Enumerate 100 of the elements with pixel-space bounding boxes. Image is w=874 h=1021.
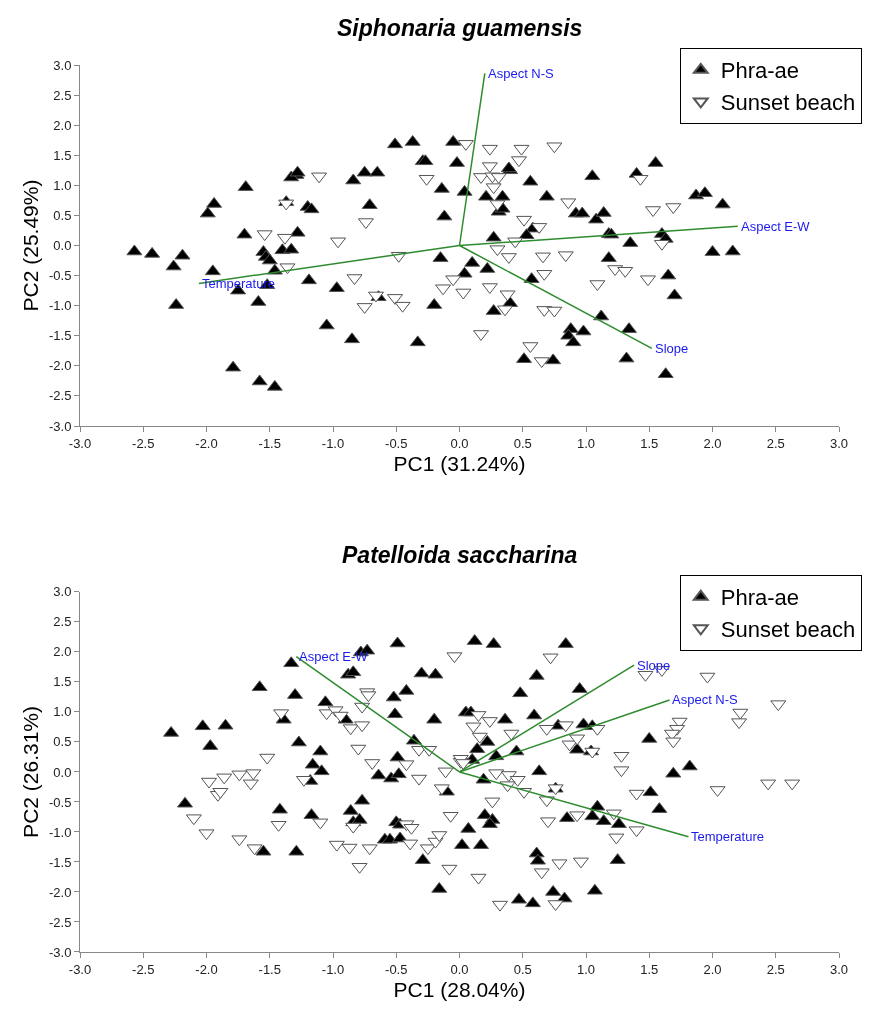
y-tick-label: -1.5 (48, 328, 72, 344)
legend-label: Sunset beach (720, 89, 856, 115)
point (546, 306, 563, 318)
point (455, 288, 472, 300)
chart-title: Patelloida saccharina (342, 542, 578, 568)
x-tick-label: 3.0 (829, 961, 849, 977)
y-tick-label: -1.5 (48, 854, 72, 870)
point (481, 162, 498, 174)
annotation: Slope (637, 658, 671, 673)
x-tick-label: -0.5 (385, 435, 408, 451)
y-tick-label: -0.5 (48, 268, 72, 284)
x-tick-label: 2.0 (703, 961, 722, 977)
point (534, 252, 551, 264)
y-tick-label: 1.5 (53, 147, 72, 163)
x-tick-label: 1.5 (640, 435, 659, 451)
point (481, 144, 498, 156)
y-tick-label: -3.0 (48, 944, 72, 960)
y-tick-label: -0.5 (48, 794, 72, 810)
x-tick-label: 0.0 (450, 961, 469, 977)
annotation: Aspect E-W (741, 219, 811, 234)
annotation: Slope (655, 341, 689, 356)
x-tick-label: 3.0 (829, 435, 849, 451)
point (560, 198, 577, 210)
point (513, 144, 530, 156)
point (639, 275, 656, 287)
point (645, 206, 662, 218)
legend-label: Phra-ae (720, 585, 800, 611)
x-tick-label: 0.5 (513, 435, 532, 451)
y-tick-label: -1.0 (48, 824, 72, 840)
y-tick-label: 0.0 (53, 764, 72, 780)
x-axis-title: PC1 (31.24%) (393, 451, 526, 475)
y-tick-label: 1.0 (53, 704, 72, 720)
y-tick-label: 3.0 (53, 57, 72, 73)
legend-label: Phra-ae (720, 58, 800, 84)
y-tick-label: -3.0 (48, 418, 72, 434)
y-tick-label: -2.0 (48, 358, 72, 374)
y-tick-label: 2.5 (53, 614, 72, 630)
point (278, 199, 295, 211)
legend-label: Sunset beach (720, 616, 856, 642)
x-tick-label: -3.0 (68, 961, 92, 977)
point (279, 263, 296, 275)
point (394, 301, 411, 313)
x-tick-label: -1.5 (258, 435, 281, 451)
point (497, 305, 514, 317)
y-tick-label: 0.5 (53, 207, 72, 223)
y-tick-label: -2.5 (48, 388, 72, 404)
annotation: Temperature (691, 829, 764, 844)
x-tick-label: 0.5 (513, 961, 532, 977)
x-tick-label: -2.0 (195, 961, 218, 977)
annotation: Aspect N-S (672, 692, 739, 707)
chart-title: Siphonaria guamensis (337, 15, 583, 41)
y-axis-title: PC2 (25.49%) (19, 179, 43, 312)
y-tick-label: 0.5 (53, 734, 72, 750)
x-tick-label: -2.5 (132, 435, 155, 451)
point (510, 156, 527, 168)
point (435, 284, 452, 296)
point (330, 237, 347, 249)
x-axis-title: PC1 (28.04%) (393, 977, 526, 1001)
y-tick-label: 2.5 (53, 87, 72, 103)
x-tick-label: 2.5 (766, 435, 785, 451)
y-tick-label: 0.0 (53, 238, 72, 254)
point (489, 245, 506, 257)
point (311, 172, 328, 184)
point (516, 215, 533, 227)
point (533, 357, 550, 369)
x-tick-label: -0.5 (385, 961, 408, 977)
point (445, 275, 462, 287)
point (632, 174, 649, 186)
y-tick-label: 2.0 (53, 644, 72, 660)
y-axis-title: PC2 (26.31%) (19, 705, 43, 838)
point (481, 283, 498, 295)
point (653, 239, 670, 251)
y-tick-label: -2.0 (48, 884, 72, 900)
point (256, 230, 273, 242)
x-tick-label: 0.0 (450, 435, 469, 451)
point (276, 233, 293, 245)
point (357, 218, 374, 230)
x-tick-label: -1.0 (321, 435, 345, 451)
y-tick-label: -1.0 (48, 298, 72, 314)
point (589, 280, 606, 292)
x-tick-label: -2.0 (195, 435, 218, 451)
x-tick-label: -1.5 (258, 961, 281, 977)
x-tick-label: 1.0 (576, 435, 596, 451)
y-tick-label: 1.5 (53, 674, 72, 690)
x-tick-label: -1.0 (321, 961, 345, 977)
y-tick-label: 1.0 (53, 177, 72, 193)
annotation: Aspect N-S (488, 66, 555, 81)
point (546, 142, 563, 154)
x-tick-label: 2.5 (766, 961, 785, 977)
x-tick-label: 2.0 (703, 435, 722, 451)
x-tick-label: -3.0 (68, 435, 92, 451)
x-tick-label: 1.0 (576, 961, 596, 977)
x-tick-label: 1.5 (640, 961, 659, 977)
y-tick-label: -2.5 (48, 914, 72, 930)
point (499, 290, 516, 302)
y-tick-label: 3.0 (53, 584, 72, 600)
y-tick-label: 2.0 (53, 117, 72, 133)
point (485, 183, 502, 195)
point (557, 251, 574, 263)
x-tick-label: -2.5 (132, 961, 155, 977)
